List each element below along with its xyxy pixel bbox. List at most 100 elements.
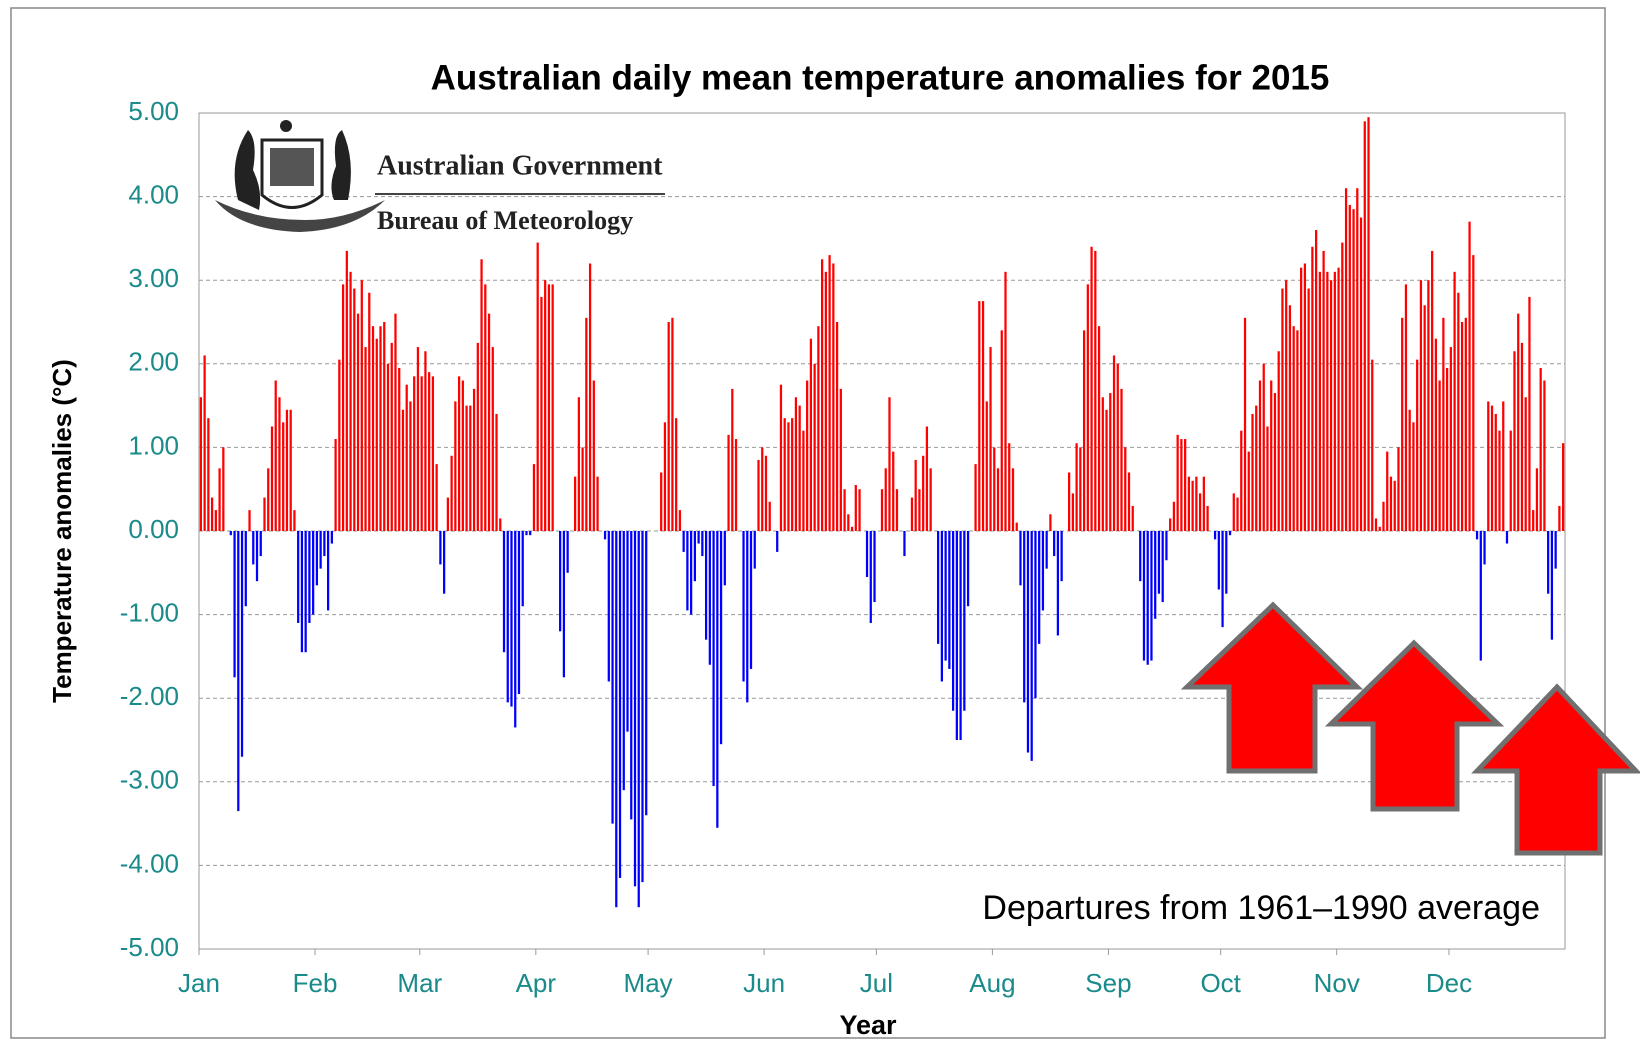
bar (851, 527, 853, 531)
bar (963, 531, 965, 711)
bar (1304, 263, 1306, 531)
bar (626, 531, 628, 732)
bar (989, 347, 991, 531)
bar (978, 301, 980, 531)
bar (959, 531, 961, 740)
bar (944, 531, 946, 661)
bar (686, 531, 688, 610)
bar (1046, 531, 1048, 569)
bar (1311, 247, 1313, 531)
bar (709, 531, 711, 665)
y-tick-label: -5.00 (120, 932, 179, 962)
bar (922, 456, 924, 531)
bar (406, 385, 408, 531)
bar (1281, 289, 1283, 531)
bar (1027, 531, 1029, 753)
bar (1184, 439, 1186, 531)
bar (1102, 397, 1104, 531)
bar (1143, 531, 1145, 661)
bar (619, 531, 621, 878)
bar (241, 531, 243, 757)
bar (1457, 293, 1459, 531)
bar (200, 397, 202, 531)
bar (1397, 447, 1399, 531)
bar (967, 531, 969, 606)
bar (701, 531, 703, 556)
bar (537, 243, 539, 531)
bar (1446, 368, 1448, 531)
bar (941, 531, 943, 681)
bar (436, 464, 438, 531)
bar (675, 418, 677, 531)
bar (795, 397, 797, 531)
bar (1337, 268, 1339, 531)
bar (581, 447, 583, 531)
bar (761, 447, 763, 531)
bar (1087, 284, 1089, 531)
bar (828, 255, 830, 531)
logo-text: Australian Government (377, 150, 663, 181)
bar (1468, 222, 1470, 531)
bar (986, 401, 988, 531)
bar (443, 531, 445, 594)
bar (578, 397, 580, 531)
bar (230, 531, 232, 535)
bar (207, 418, 209, 531)
bar (1558, 506, 1560, 531)
bar (218, 468, 220, 531)
bar (1068, 472, 1070, 531)
bar (1177, 435, 1179, 531)
bar (997, 468, 999, 531)
bar (245, 531, 247, 606)
bar (858, 489, 860, 531)
y-axis-label: Temperature anomalies (°C) (47, 359, 77, 703)
bar (1356, 188, 1358, 531)
x-tick-label: Apr (516, 968, 557, 998)
bar (1031, 531, 1033, 761)
bar (881, 489, 883, 531)
bar (1090, 247, 1092, 531)
bar (611, 531, 613, 824)
bar (1551, 531, 1553, 640)
bar (638, 531, 640, 907)
bar (1008, 443, 1010, 531)
bar (1322, 251, 1324, 531)
bar (394, 314, 396, 531)
bar (746, 531, 748, 702)
bar (1300, 268, 1302, 531)
y-tick-label: 4.00 (128, 179, 179, 209)
bar (1555, 531, 1557, 569)
bar (645, 531, 647, 815)
bar (1019, 531, 1021, 585)
bar (840, 389, 842, 531)
bar (1072, 493, 1074, 531)
bar (885, 468, 887, 531)
bar (1049, 514, 1051, 531)
bar (1360, 218, 1362, 532)
bar (1109, 393, 1111, 531)
bar (742, 531, 744, 681)
bar (799, 406, 801, 531)
bar (391, 343, 393, 531)
bar (492, 347, 494, 531)
bar (447, 498, 449, 531)
bar (1113, 355, 1115, 531)
bar (552, 284, 554, 531)
bar (233, 531, 235, 677)
bar (1547, 531, 1549, 594)
bar (488, 314, 490, 531)
bar (402, 410, 404, 531)
bar (522, 531, 524, 606)
bar (1532, 510, 1534, 531)
bar (1442, 318, 1444, 531)
x-tick-label: Oct (1200, 968, 1241, 998)
bar (1124, 447, 1126, 531)
bar (1308, 289, 1310, 531)
bar (873, 531, 875, 602)
bar (1169, 518, 1171, 531)
bar (559, 531, 561, 631)
y-tick-label: 5.00 (128, 96, 179, 126)
bar (817, 326, 819, 531)
bar (1517, 314, 1519, 531)
bar (1487, 401, 1489, 531)
